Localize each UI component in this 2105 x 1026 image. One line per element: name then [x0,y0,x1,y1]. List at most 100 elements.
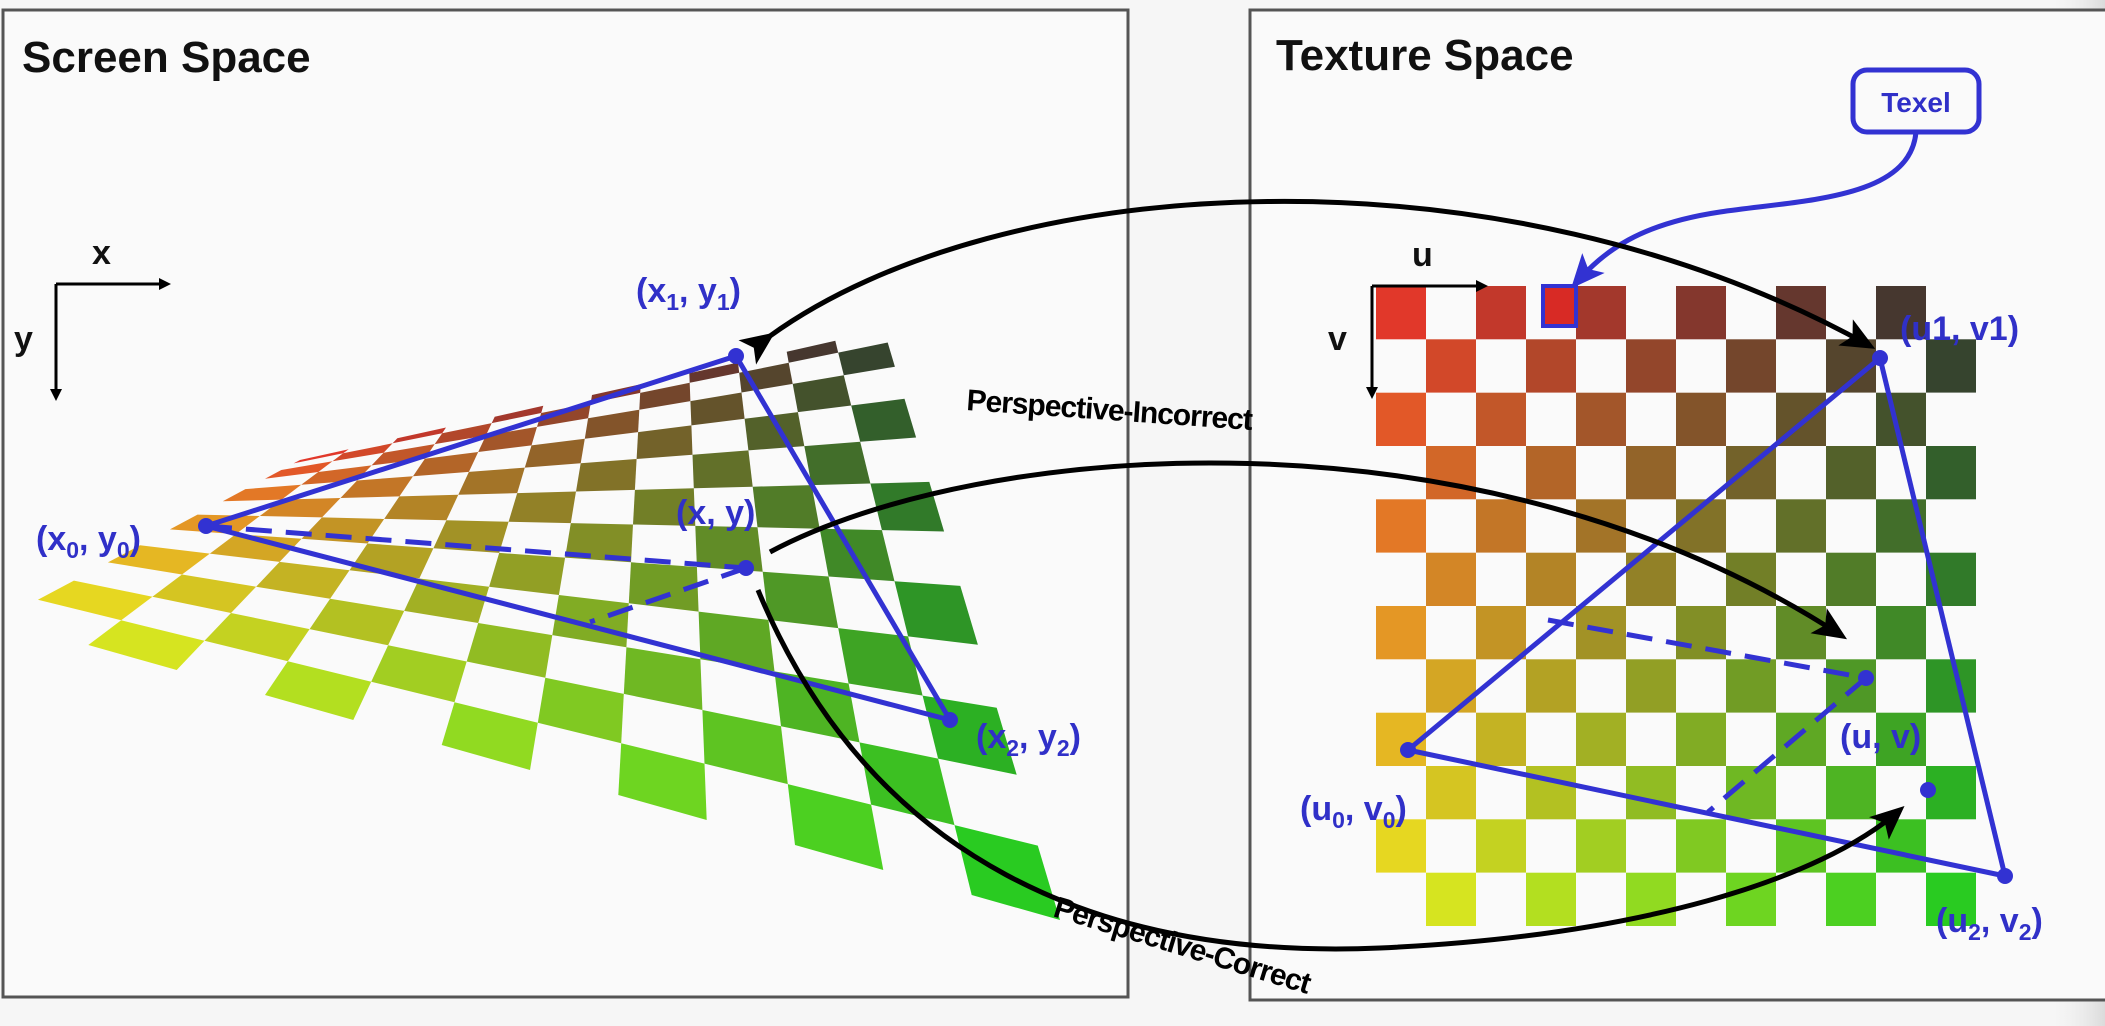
screen-checker-cell [222,484,302,502]
texture-checkerboard [1376,286,1976,926]
texture-checker-cell [1676,392,1726,446]
texture-checker-cell [1726,552,1776,606]
texture-checker-cell [1676,286,1726,340]
texture-checker-cell [1376,606,1426,660]
x-axis-label: x [92,234,111,272]
screen-checker-cell [537,677,624,744]
screen-checker-cell [88,620,205,670]
screen-checker-cell [584,409,640,439]
screen-checker-cell [859,742,955,826]
texture-checker-cell [1876,819,1926,873]
screen-checker-cell [371,645,467,703]
mapping-arrows [738,198,1905,952]
screen-checker-cell [434,423,492,445]
v-axis-label: v [1328,320,1347,358]
texture-checker-cell [1426,552,1476,606]
texture-checker-cell [1526,872,1576,926]
tex-vertex-incorrect [1858,670,1874,686]
texture-checker-cell [1376,499,1426,553]
texture-checker-cell [1676,712,1726,766]
tex-vertex-p1 [1872,350,1888,366]
arc-p1-to-tex-p1 [738,198,1876,365]
screen-checker-cell [633,488,696,526]
screen-checker-cell [702,710,788,785]
vertex-p [738,560,754,576]
label-x2-y2: (x2, y2) [976,718,1081,761]
texture-checker-cell [1726,446,1776,500]
texture-checker-cell [1476,286,1526,340]
texture-checker-cell [1826,552,1876,606]
texture-checker-cell [1926,446,1976,500]
screen-checker-cell [301,517,385,544]
screen-checker-cell [441,702,538,770]
texture-checker-cell [1426,339,1476,393]
tex-edge-p0-p2 [1407,747,2006,879]
screen-checker-cell [838,628,923,696]
screen-checker-cell [894,581,978,645]
texture-checker-cell [1826,766,1876,820]
texture-checker-cell [1376,819,1426,873]
screen-checker-cell [639,382,691,410]
label-x0-y0: (x0, y0) [36,520,141,563]
texture-checker-cell [1576,606,1626,660]
screen-checker-cell [340,476,413,498]
screen-triangle [205,353,953,723]
screen-checker-cell [309,598,405,646]
screen-checker-cell [698,611,775,672]
texture-checker-cell [1926,872,1976,926]
screen-checker-cell [489,552,566,595]
screen-checker-cell [576,459,637,492]
texture-checker-cell [1376,286,1426,340]
label-u2-v2: (u2, v2) [1936,902,2043,945]
tex-dashed-2 [1706,676,1868,814]
screen-checker-cell [404,578,490,623]
edge-p0-p1 [205,353,737,529]
screen-checker-cell [152,574,257,613]
label-u1-v1: (u1, v1) [1900,310,2019,348]
screen-checker-cell [752,485,820,529]
screen-checker-cell [478,426,537,452]
screen-checker-cell [413,452,479,477]
vertex-p0 [198,518,214,534]
texture-checker-cell [1576,712,1626,766]
tex-vertex-p2 [1997,868,2013,884]
texture-checker-cell [1526,552,1576,606]
screen-checker-cell [458,467,525,495]
texture-space-title: Texture Space [1276,31,1574,80]
screen-checker-cell [804,441,871,486]
texture-vertices [1400,350,2013,884]
texture-checker-cell [1526,659,1576,713]
u-axis-label: u [1412,236,1433,274]
dashed-p0-p [205,523,747,571]
texture-checker-cell [1926,339,1976,393]
dashed-p-edge [589,565,747,625]
texture-triangle [1406,356,2008,879]
screen-checker-cell [293,449,349,464]
texture-checker-cell [1476,392,1526,446]
screen-checker-cell [491,405,544,424]
screen-checker-cell [107,545,210,575]
texture-checker-cell [1426,766,1476,820]
screen-checker-cell [851,398,917,442]
screen-checker-cell [692,450,753,489]
texture-checker-cell [1676,819,1726,873]
vertex-p2 [942,712,958,728]
label-x-y: (x, y) [676,494,755,532]
texture-checker-cell [1476,499,1526,553]
screen-checker-cell [204,613,310,662]
texture-checker-cell [1526,339,1576,393]
texture-checker-cell [1626,339,1676,393]
screen-checker-cell [819,528,895,582]
arc-perspective-incorrect [768,460,1848,640]
texel-highlight [1541,284,1578,328]
screen-checker-cell [371,444,435,466]
texel-label: Texel [1881,87,1951,118]
texture-checker-cell [1926,659,1976,713]
screen-checker-cell [636,425,693,459]
texture-checker-cell [1376,392,1426,446]
arc-perspective-correct [755,589,1905,952]
edge-p0-p2 [205,523,951,723]
texel-callout: Texel [1571,67,1982,289]
texture-checker-cell [1576,286,1626,340]
